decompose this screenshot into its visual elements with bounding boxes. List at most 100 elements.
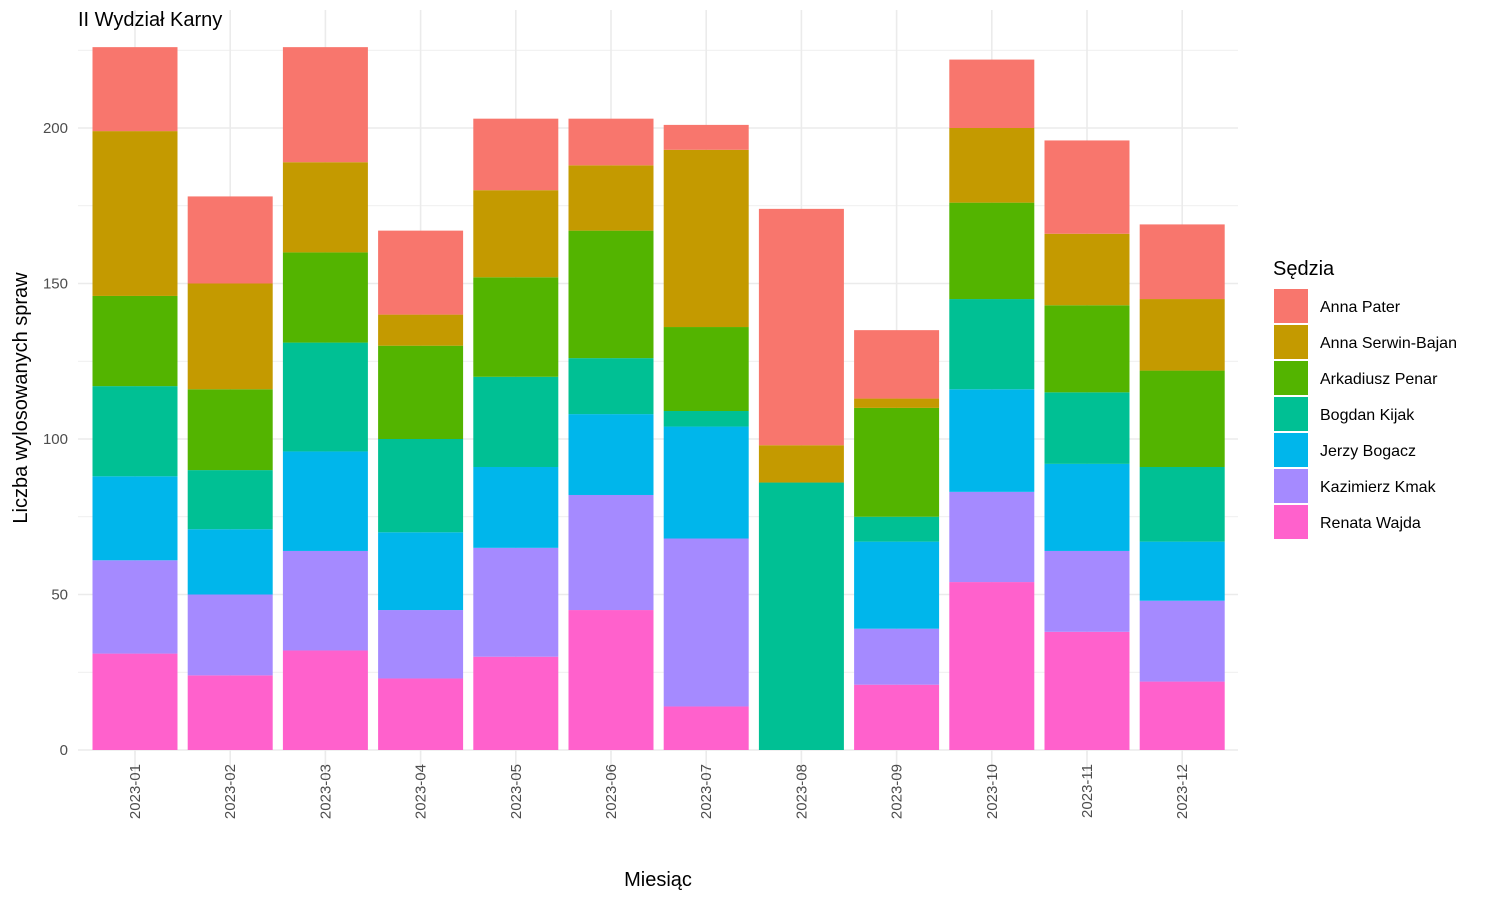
bar-segment — [1044, 305, 1130, 393]
x-tick-label: 2023-08 — [793, 764, 810, 819]
bar-segment — [1044, 550, 1130, 632]
bar-segment — [378, 230, 464, 315]
chart-title: II Wydział Karny — [78, 9, 222, 31]
bar-segment — [854, 516, 940, 542]
legend-title: Sędzia — [1273, 258, 1335, 280]
bar-segment — [568, 118, 654, 166]
bar-segment — [378, 345, 464, 439]
bar-segment — [282, 252, 368, 343]
bar-segment — [378, 439, 464, 533]
bar-segment — [1044, 233, 1130, 306]
bar-segment — [1139, 466, 1225, 542]
bar-segment — [1044, 392, 1130, 464]
bar-segment — [568, 165, 654, 231]
bar-segment — [473, 466, 559, 548]
bar-segment — [473, 547, 559, 657]
bar-segment — [758, 208, 844, 446]
bar-segment — [187, 389, 273, 471]
bar-segment — [854, 407, 940, 517]
bar-segment — [473, 656, 559, 750]
bar-segment — [1139, 681, 1225, 750]
x-tick-label: 2023-10 — [984, 764, 1001, 819]
bar-segment — [568, 358, 654, 415]
legend-label: Arkadiusz Penar — [1320, 371, 1438, 388]
legend: Sędzia Anna Pater Anna Serwin-Bajan Arkadi… — [1273, 258, 1457, 539]
bar-segment — [949, 582, 1035, 750]
bar-segment — [187, 529, 273, 595]
bar-segment — [187, 283, 273, 390]
bar-segment — [282, 162, 368, 253]
bar-segment — [92, 47, 178, 132]
bar-segment — [949, 491, 1035, 583]
bar-segment — [473, 118, 559, 191]
bar-segment — [758, 482, 844, 750]
bar-segment — [378, 610, 464, 679]
bar-segment — [1139, 224, 1225, 300]
x-tick-label: 2023-09 — [889, 764, 906, 819]
bar-segment — [282, 342, 368, 452]
y-tick-label: 0 — [60, 742, 68, 759]
bar-segment — [949, 59, 1035, 128]
bar-segment — [568, 494, 654, 611]
bar-segment — [378, 678, 464, 750]
x-tick-label: 2023-07 — [698, 764, 715, 819]
bar-segment — [568, 230, 654, 359]
legend-label: Anna Serwin-Bajan — [1320, 335, 1457, 352]
bar-segment — [378, 314, 464, 346]
bars — [92, 47, 1225, 750]
x-tick-label: 2023-01 — [127, 764, 144, 819]
bar-segment — [568, 610, 654, 750]
legend-label: Jerzy Bogacz — [1320, 443, 1416, 460]
bar-segment — [854, 628, 940, 685]
bar-segment — [92, 131, 178, 296]
legend-swatch — [1274, 361, 1308, 395]
x-axis-ticks: 2023-01 2023-02 2023-03 2023-04 2023-05 2023-… — [127, 750, 1191, 819]
legend-swatch — [1274, 397, 1308, 431]
bar-segment — [1139, 370, 1225, 467]
bar-segment — [663, 327, 749, 412]
bar-segment — [473, 277, 559, 377]
y-axis-ticks: 0 50 100 150 200 — [43, 120, 68, 759]
bar-segment — [663, 538, 749, 707]
legend-swatch — [1274, 325, 1308, 359]
bar-segment — [187, 594, 273, 676]
bar-segment — [854, 398, 940, 408]
bar-segment — [187, 196, 273, 284]
x-axis-title: Miesiąc — [624, 869, 692, 891]
bar-segment — [92, 476, 178, 561]
legend-label: Bogdan Kijak — [1320, 407, 1415, 424]
bar-segment — [282, 47, 368, 163]
x-tick-label: 2023-12 — [1174, 764, 1191, 819]
bar-segment — [282, 650, 368, 750]
bar-segment — [1139, 600, 1225, 682]
bar-segment — [378, 532, 464, 611]
bar-segment — [663, 706, 749, 750]
x-tick-label: 2023-03 — [317, 764, 334, 819]
legend-swatch — [1274, 433, 1308, 467]
bar-segment — [187, 470, 273, 530]
bar-segment — [282, 550, 368, 651]
bar-segment — [663, 411, 749, 427]
y-tick-label: 150 — [43, 276, 68, 293]
y-axis-title: Liczba wylosowanych spraw — [10, 272, 32, 524]
bar-segment — [949, 128, 1035, 203]
bar-segment — [282, 451, 368, 551]
bar-segment — [663, 426, 749, 539]
legend-label: Kazimierz Kmak — [1320, 479, 1437, 496]
x-tick-label: 2023-06 — [603, 764, 620, 819]
bar-segment — [92, 386, 178, 477]
bar-segment — [92, 295, 178, 387]
bar-segment — [187, 675, 273, 750]
bar-segment — [1139, 541, 1225, 601]
y-tick-label: 200 — [43, 120, 68, 137]
y-tick-label: 50 — [51, 587, 68, 604]
y-tick-label: 100 — [43, 431, 68, 448]
bar-segment — [758, 445, 844, 483]
bar-segment — [92, 560, 178, 654]
legend-swatch — [1274, 469, 1308, 503]
bar-segment — [663, 124, 749, 150]
bar-segment — [473, 376, 559, 467]
x-tick-label: 2023-04 — [413, 764, 430, 819]
